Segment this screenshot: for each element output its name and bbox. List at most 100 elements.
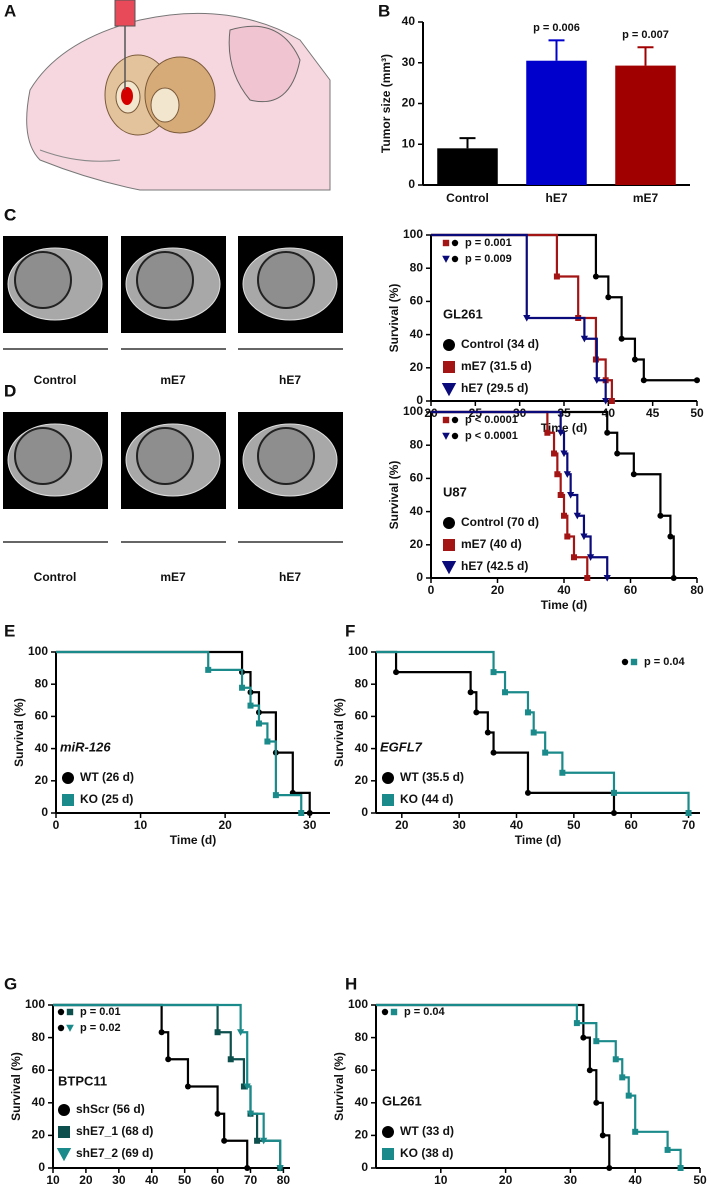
y-tick-label: 20: [410, 360, 424, 374]
survival-curve: [431, 233, 697, 382]
panel-label: C: [4, 205, 16, 224]
legend-marker: [441, 561, 457, 575]
x-tick-label: 45: [646, 406, 660, 420]
y-tick-label: 60: [410, 294, 424, 308]
y-tick-label: 40: [410, 504, 424, 518]
y-axis-label: Survival (%): [332, 698, 346, 767]
bar: [437, 148, 498, 185]
marker: [553, 273, 560, 280]
x-tick-label: 60: [211, 1173, 225, 1187]
y-tick-label: 10: [402, 136, 416, 150]
marker: [580, 1034, 587, 1041]
x-tick-label: 20: [79, 1173, 93, 1187]
p-value: p = 0.04: [404, 1006, 446, 1018]
marker: [530, 729, 537, 736]
x-tick-label: 0: [428, 583, 435, 597]
legend-marker: [443, 339, 455, 351]
legend-label: WT (26 d): [80, 770, 134, 784]
marker: [630, 471, 637, 478]
marker: [246, 1110, 255, 1118]
y-tick-label: 0: [361, 1160, 368, 1174]
legend-label: WT (35.5 d): [400, 770, 464, 784]
x-tick-label: 80: [690, 583, 704, 597]
legend-label: KO (25 d): [80, 792, 133, 806]
marker: [593, 1038, 600, 1045]
marker: [631, 356, 638, 363]
p-marker: [390, 1008, 398, 1016]
x-axis-label: Time (d): [515, 833, 561, 847]
marker: [490, 749, 497, 756]
cell-line: miR-126: [60, 739, 111, 754]
y-tick-label: 100: [28, 644, 48, 658]
marker: [247, 702, 254, 709]
marker: [544, 429, 551, 436]
survival-curve: [376, 650, 616, 813]
y-tick-label: 20: [35, 773, 49, 787]
marker: [214, 1110, 221, 1117]
marker: [306, 810, 313, 816]
cell-line: GL261: [382, 1093, 422, 1108]
y-tick-label: 100: [25, 997, 45, 1011]
marker: [657, 512, 664, 519]
p-marker: [381, 1008, 389, 1016]
tumor-outline: [257, 251, 315, 309]
marker: [580, 533, 588, 541]
marker: [237, 1029, 245, 1036]
marker: [542, 749, 549, 756]
panel-label: A: [4, 1, 16, 20]
y-tick-label: 20: [32, 1128, 46, 1142]
x-tick-label: 10: [46, 1173, 60, 1187]
y-tick-label: 100: [403, 404, 423, 418]
legend-marker: [58, 1126, 70, 1138]
mri-label: hE7: [279, 570, 301, 584]
y-tick-label: 60: [35, 709, 49, 723]
x-tick-label: hE7: [545, 191, 567, 205]
x-tick-label: 40: [145, 1173, 159, 1187]
x-tick-label: 40: [510, 818, 524, 832]
legend-marker: [56, 1148, 72, 1162]
marker: [467, 689, 474, 696]
p-marker: [442, 432, 450, 440]
marker: [670, 575, 677, 581]
y-tick-label: 0: [361, 805, 368, 819]
legend-marker: [382, 772, 394, 784]
survival-curve: [56, 650, 311, 813]
survival-curve: [376, 1003, 682, 1168]
y-axis-label: Survival (%): [9, 1052, 23, 1121]
mouse-illustration: [26, 0, 331, 191]
panel-label: D: [4, 381, 16, 400]
marker: [393, 669, 400, 676]
y-tick-label: 60: [355, 1062, 369, 1076]
marker: [614, 450, 621, 457]
marker: [557, 492, 564, 498]
x-tick-label: mE7: [633, 191, 659, 205]
marker: [608, 398, 615, 404]
x-tick-label: 20: [395, 818, 409, 832]
p-marker: [66, 1008, 74, 1016]
legend-marker: [443, 361, 455, 373]
marker: [221, 1137, 228, 1144]
marker: [694, 377, 700, 384]
marker: [593, 377, 601, 384]
x-tick-label: 20: [491, 583, 505, 597]
legend-label: mE7 (31.5 d): [461, 359, 532, 373]
legend-marker: [443, 517, 455, 529]
marker: [612, 1056, 619, 1063]
y-axis-label: Survival (%): [12, 698, 26, 767]
p-value: p < 0.0001: [465, 414, 518, 426]
marker: [593, 1099, 600, 1106]
panel-label: F: [345, 621, 355, 640]
cell-line: GL261: [443, 306, 483, 321]
marker: [490, 669, 497, 676]
y-axis-label: Tumor size (mm³): [379, 54, 393, 153]
marker: [255, 720, 262, 727]
x-tick-label: 60: [624, 583, 638, 597]
marker: [610, 789, 617, 796]
x-tick-label: 70: [244, 1173, 258, 1187]
marker: [664, 1146, 671, 1153]
x-tick-label: Control: [446, 191, 489, 205]
y-tick-label: 60: [32, 1062, 46, 1076]
y-tick-label: 40: [410, 327, 424, 341]
legend-marker: [382, 1126, 394, 1138]
